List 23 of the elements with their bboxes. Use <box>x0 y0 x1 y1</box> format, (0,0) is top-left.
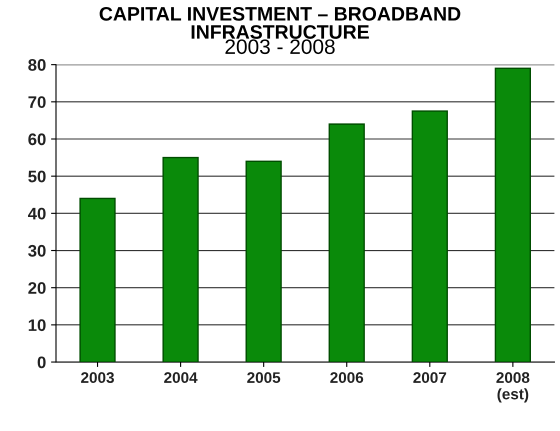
bar <box>412 110 448 362</box>
x-tick-label: 2003 <box>81 372 114 384</box>
y-tick-label: 30 <box>28 244 46 257</box>
bar <box>162 156 199 362</box>
y-tick-label: 70 <box>28 96 46 108</box>
bar <box>328 123 365 362</box>
y-tick-label: 0 <box>38 356 46 368</box>
chart-title: CAPITAL INVESTMENT – BROADBAND INFRASTRUCTURE <box>100 6 460 39</box>
x-tick-label: 2006 <box>330 372 364 383</box>
y-tick-label: 60 <box>28 133 46 146</box>
y-tick-label: 40 <box>28 208 46 220</box>
y-tick-label: 10 <box>28 319 46 332</box>
x-tick-label: 2005 <box>247 372 280 383</box>
y-tick-label: 50 <box>28 170 46 182</box>
x-tick-label: 2004 <box>164 372 198 383</box>
y-tick-label: 20 <box>28 282 46 294</box>
x-tick-label: 2007 <box>413 372 446 383</box>
y-tick-label: 80 <box>28 59 46 71</box>
x-tick-label: 2008 (est) <box>496 372 530 402</box>
chart-subtitle: 2003 - 2008 <box>225 39 335 54</box>
bar <box>494 68 532 362</box>
bar <box>79 198 116 362</box>
bar <box>246 160 282 362</box>
